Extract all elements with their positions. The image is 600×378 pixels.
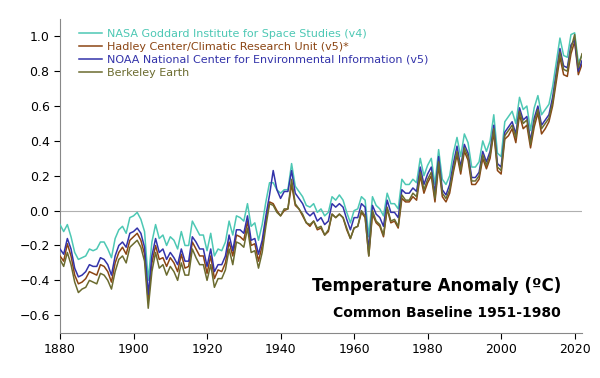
NASA Goddard Institute for Space Studies (v4) (145, 278, 152, 283)
Hadley Center/Climatic Research Unit (v5)* (571, 39, 578, 44)
Text: Common Baseline 1951-1980: Common Baseline 1951-1980 (334, 306, 561, 320)
NASA Goddard Institute for Space Studies (v4) (75, 257, 82, 262)
Hadley Center/Climatic Research Unit (v5)* (196, 254, 203, 258)
Hadley Center/Climatic Research Unit (v5)* (101, 264, 108, 269)
Line: Berkeley Earth: Berkeley Earth (60, 35, 582, 308)
NASA Goddard Institute for Space Studies (v4) (578, 53, 586, 58)
NASA Goddard Institute for Space Studies (v4) (196, 233, 203, 237)
Line: Hadley Center/Climatic Research Unit (v5)*: Hadley Center/Climatic Research Unit (v5… (60, 42, 582, 301)
NASA Goddard Institute for Space Studies (v4) (273, 187, 280, 192)
Hadley Center/Climatic Research Unit (v5)* (145, 299, 152, 304)
Hadley Center/Climatic Research Unit (v5)* (75, 282, 82, 286)
Berkeley Earth (101, 273, 108, 277)
Hadley Center/Climatic Research Unit (v5)* (273, 208, 280, 213)
Berkeley Earth (145, 306, 152, 310)
Berkeley Earth (292, 201, 299, 206)
NOAA National Center for Environmental Information (v5) (292, 191, 299, 195)
Berkeley Earth (236, 242, 244, 246)
Berkeley Earth (578, 51, 586, 56)
Berkeley Earth (56, 257, 64, 262)
Berkeley Earth (273, 210, 280, 215)
Hadley Center/Climatic Research Unit (v5)* (292, 203, 299, 208)
NASA Goddard Institute for Space Studies (v4) (571, 31, 578, 35)
NOAA National Center for Environmental Information (v5) (236, 228, 244, 232)
NOAA National Center for Environmental Information (v5) (75, 274, 82, 279)
Line: NASA Goddard Institute for Space Studies (v4): NASA Goddard Institute for Space Studies… (60, 33, 582, 280)
NOAA National Center for Environmental Information (v5) (578, 59, 586, 63)
NOAA National Center for Environmental Information (v5) (101, 257, 108, 262)
NOAA National Center for Environmental Information (v5) (145, 292, 152, 297)
Hadley Center/Climatic Research Unit (v5)* (56, 254, 64, 258)
NOAA National Center for Environmental Information (v5) (273, 187, 280, 192)
NASA Goddard Institute for Space Studies (v4) (236, 215, 244, 220)
Berkeley Earth (196, 262, 203, 267)
Text: Temperature Anomaly (ºC): Temperature Anomaly (ºC) (312, 277, 561, 295)
Hadley Center/Climatic Research Unit (v5)* (236, 234, 244, 239)
NASA Goddard Institute for Space Studies (v4) (101, 240, 108, 244)
Line: NOAA National Center for Environmental Information (v5): NOAA National Center for Environmental I… (60, 40, 582, 294)
Berkeley Earth (75, 290, 82, 295)
Legend: NASA Goddard Institute for Space Studies (v4), Hadley Center/Climatic Research U: NASA Goddard Institute for Space Studies… (76, 26, 432, 81)
NASA Goddard Institute for Space Studies (v4) (56, 222, 64, 227)
Hadley Center/Climatic Research Unit (v5)* (578, 62, 586, 67)
NOAA National Center for Environmental Information (v5) (56, 247, 64, 251)
NASA Goddard Institute for Space Studies (v4) (292, 184, 299, 189)
NOAA National Center for Environmental Information (v5) (571, 37, 578, 42)
NOAA National Center for Environmental Information (v5) (196, 247, 203, 251)
Berkeley Earth (571, 33, 578, 37)
